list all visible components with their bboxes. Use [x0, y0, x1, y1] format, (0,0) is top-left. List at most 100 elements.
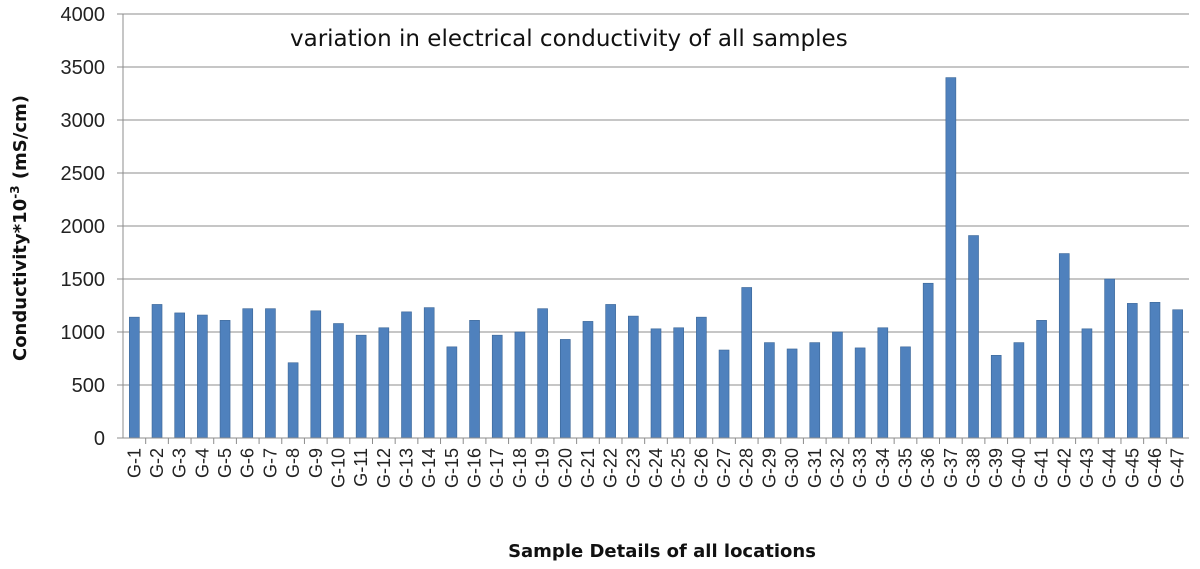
- bar-G-1: [129, 316, 140, 439]
- x-tick-label: G-25: [669, 448, 689, 488]
- x-tick-label: G-18: [510, 448, 530, 488]
- x-tick-label: G-47: [1168, 448, 1188, 488]
- bar-G-12: [378, 327, 390, 439]
- bar-G-10: [333, 323, 344, 439]
- x-tick-label: G-8: [283, 448, 303, 478]
- bar-G-26: [696, 316, 707, 439]
- x-tick-label: G-14: [419, 448, 439, 488]
- x-tick-label: G-31: [805, 448, 825, 488]
- x-tick-label: G-28: [737, 448, 757, 488]
- bar-G-37: [945, 77, 957, 439]
- y-axis-title-superscript: -3: [8, 185, 22, 198]
- bar-G-44: [1104, 278, 1115, 439]
- x-tick-labels: G-1 G-2 G-3 G-4 G-5 G-6 G-7 G-8 G-9 G-10 G-11 G-12 G…: [124, 438, 1188, 488]
- y-tick-label: 0: [94, 428, 105, 450]
- gridlines: [123, 13, 1189, 386]
- x-tick-label: G-41: [1032, 448, 1052, 488]
- y-axis-title-suffix: (mS/cm): [10, 95, 31, 185]
- bar-G-38: [968, 235, 979, 439]
- x-tick-label: G-35: [895, 448, 915, 488]
- bar-G-18: [514, 331, 526, 439]
- x-tick-label: G-2: [147, 448, 167, 478]
- x-tick-label: G-39: [986, 448, 1006, 488]
- x-tick-label: G-23: [623, 448, 643, 488]
- bar-G-31: [809, 342, 821, 439]
- bar-G-35: [900, 346, 911, 439]
- x-tick-label: G-3: [170, 448, 190, 478]
- x-tick-label: G-29: [759, 448, 779, 488]
- bar-G-41: [1036, 320, 1047, 439]
- y-tick-label: 2500: [61, 163, 106, 185]
- x-tick-label: G-42: [1054, 448, 1074, 488]
- bar-G-14: [423, 307, 435, 439]
- x-tick-label: G-34: [873, 448, 893, 488]
- x-tick-label: G-24: [646, 448, 666, 488]
- y-tick-label: 3500: [61, 57, 106, 79]
- bar-G-21: [582, 321, 594, 439]
- y-tick-label: 3000: [61, 110, 106, 132]
- bar-G-19: [537, 308, 548, 439]
- x-tick-label: G-11: [351, 448, 371, 487]
- x-tick-label: G-20: [555, 448, 575, 488]
- x-tick-label: G-45: [1122, 448, 1142, 488]
- bar-G-24: [650, 328, 662, 439]
- bar-G-29: [764, 342, 775, 439]
- bars: [129, 77, 1183, 439]
- bar-G-30: [786, 348, 798, 439]
- x-tick-label: G-4: [192, 448, 212, 478]
- y-axis-title: Conductivity*10-3 (mS/cm): [8, 95, 31, 361]
- x-tick-label: G-38: [964, 448, 984, 488]
- x-tick-label: G-9: [306, 448, 326, 478]
- x-tick-label: G-26: [691, 448, 711, 488]
- x-tick-label: G-10: [328, 448, 348, 488]
- bar-G-40: [1013, 342, 1025, 439]
- x-tick-label: G-22: [601, 448, 621, 488]
- bar-G-15: [446, 346, 458, 439]
- bar-G-17: [491, 334, 503, 439]
- bar-G-39: [990, 355, 1002, 439]
- x-tick-label: G-36: [918, 448, 938, 488]
- bar-G-22: [605, 304, 616, 439]
- bar-G-6: [242, 308, 254, 439]
- bar-G-47: [1172, 309, 1183, 439]
- x-tick-label: G-1: [124, 448, 144, 478]
- y-tick-label: 1000: [61, 322, 106, 344]
- x-tick-label: G-46: [1145, 448, 1165, 488]
- x-tick-label: G-6: [238, 448, 258, 478]
- bar-G-4: [197, 314, 208, 439]
- y-tick-label: 4000: [61, 4, 106, 26]
- bar-G-7: [265, 308, 276, 439]
- x-tick-label: G-30: [782, 448, 802, 488]
- bar-G-11: [355, 334, 367, 439]
- bar-G-27: [718, 349, 730, 439]
- bar-G-25: [673, 327, 684, 439]
- y-tick-label: 1500: [61, 269, 106, 291]
- bar-G-16: [469, 320, 480, 439]
- bar-G-34: [877, 327, 889, 439]
- bar-G-5: [219, 320, 231, 439]
- y-tick-labels: 0 500 1000 1500 2000 2500 3000 3500 4000: [61, 4, 123, 450]
- x-tick-label: G-21: [578, 448, 598, 488]
- bar-G-23: [628, 315, 639, 439]
- bar-G-32: [832, 331, 843, 439]
- x-tick-label: G-15: [442, 448, 462, 488]
- x-tick-label: G-17: [487, 448, 507, 488]
- bar-G-9: [310, 310, 322, 439]
- bar-G-45: [1126, 303, 1138, 439]
- bar-G-28: [741, 287, 753, 439]
- x-axis-title: Sample Details of all locations: [508, 541, 816, 562]
- x-tick-label: G-32: [827, 448, 847, 488]
- x-tick-label: G-44: [1100, 448, 1120, 488]
- bar-G-42: [1058, 253, 1070, 439]
- x-tick-label: G-27: [714, 448, 734, 488]
- bar-G-3: [174, 312, 186, 439]
- y-tick-label: 500: [72, 375, 105, 397]
- x-tick-label: G-16: [465, 448, 485, 488]
- x-tick-label: G-43: [1077, 448, 1097, 488]
- bar-G-20: [559, 339, 571, 439]
- x-tick-label: G-12: [374, 448, 394, 488]
- bar-G-13: [401, 311, 412, 439]
- x-tick-label: G-19: [533, 448, 553, 488]
- y-axis-title-prefix: Conductivity*10: [10, 199, 31, 361]
